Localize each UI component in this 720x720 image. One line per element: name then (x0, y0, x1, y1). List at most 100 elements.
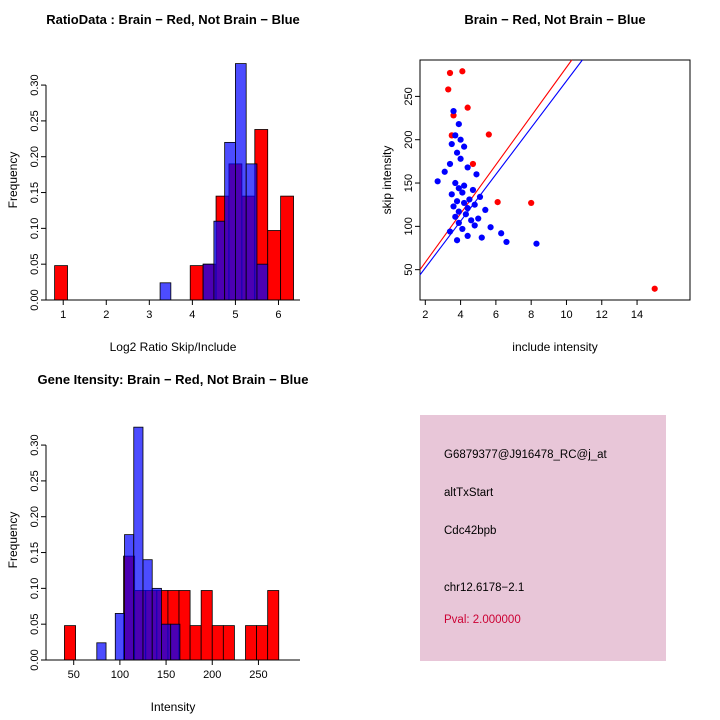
gene-info-panel: G6879377@J916478_RC@j_at altTxStart Cdc4… (360, 360, 720, 720)
scatter-point (446, 228, 454, 235)
intensity-scatter-xlabel: include intensity (512, 340, 598, 354)
scatter-point (453, 198, 461, 205)
scatter-point (482, 206, 489, 213)
hist-bar (124, 534, 135, 661)
gene-name-text: Cdc42bpb (444, 525, 497, 537)
hist-bar (96, 642, 107, 661)
ratio-histogram-plot: 1 2 3 4 5 6 0.00 0.05 0.10 0.15 0.20 0.25 0.30 (29, 63, 300, 321)
hist-bar (267, 590, 280, 661)
scatter-point (459, 68, 466, 75)
scatter-point (487, 224, 494, 231)
x-tick-label: 2 (422, 309, 428, 321)
scatter-point (455, 208, 462, 215)
scatter-point (446, 160, 454, 168)
scatter-point (466, 196, 473, 203)
x-tick-label: 200 (203, 669, 221, 681)
hist-bar (256, 263, 269, 301)
scatter-point (464, 164, 471, 171)
scatter-point (464, 205, 471, 212)
hist-bar (189, 625, 202, 661)
scatter-point (459, 225, 466, 233)
hist-bar (245, 625, 257, 661)
x-tick-label: 250 (249, 669, 267, 681)
scatter-point (455, 219, 462, 226)
scatter-point (448, 191, 455, 198)
ratio-histogram-title: RatioData : Brain − Red, Not Brain − Blu… (46, 12, 300, 27)
x-tick-label: 8 (528, 309, 534, 321)
y-tick-label: 250 (403, 87, 415, 105)
x-tick-label: 4 (458, 309, 464, 321)
gene-intensity-histogram-plot: 50 100 150 200 250 0.00 0.05 0.10 0.15 0.20 0.25 0.… (29, 426, 300, 681)
scatter-point (457, 136, 464, 143)
intensity-scatter-title: Brain − Red, Not Brain − Blue (464, 12, 646, 27)
scatter-point (651, 285, 658, 292)
x-tick-label: 3 (146, 309, 152, 321)
scatter-point (461, 143, 468, 150)
scatter-point (448, 140, 455, 148)
scatter-point (450, 203, 457, 210)
scatter-point (434, 178, 441, 185)
x-tick-label: 6 (275, 309, 281, 321)
scatter-point (462, 211, 469, 218)
y-tick-label: 0.20 (29, 146, 41, 167)
x-tick-label: 1 (60, 309, 66, 321)
locus-text: chr12.6178−2.1 (444, 582, 525, 594)
hist-bar (280, 195, 294, 301)
regression-line (419, 59, 583, 276)
hist-bar (64, 625, 76, 661)
scatter-point (459, 189, 466, 196)
intensity-scatter-panel: Brain − Red, Not Brain − Blue 2 4 6 8 10 12 14… (360, 0, 720, 360)
hist-bar (161, 623, 172, 661)
scatter-point (469, 186, 477, 194)
gene-intensity-histogram-xlabel: Intensity (150, 700, 196, 714)
y-tick-label: 0.25 (29, 110, 41, 131)
scatter-point (450, 108, 457, 115)
scatter-point (494, 198, 501, 206)
scatter-point (445, 86, 452, 93)
intensity-scatter-ylabel: skip intensity (380, 145, 394, 215)
x-tick-label: 50 (68, 669, 80, 681)
scatter-point (452, 132, 459, 139)
scatter-point (528, 199, 535, 207)
scatter-point (498, 230, 505, 237)
x-tick-label: 14 (631, 309, 643, 321)
x-tick-label: 6 (493, 309, 499, 321)
hist-bar (222, 625, 235, 661)
scatter-point (475, 215, 482, 222)
hist-bar (200, 590, 213, 661)
scatter-point (461, 182, 468, 189)
plot-frame (419, 59, 691, 301)
y-tick-label: 200 (403, 131, 415, 149)
y-tick-label: 0.00 (29, 289, 41, 310)
hist-bar (202, 263, 215, 301)
hist-bar (235, 63, 247, 301)
x-tick-label: 150 (157, 669, 175, 681)
ratio-histogram-ylabel: Frequency (6, 151, 20, 209)
hist-bar (245, 163, 258, 301)
y-tick-label: 0.05 (29, 253, 41, 274)
x-tick-label: 10 (560, 309, 572, 321)
hist-bar (133, 426, 144, 661)
y-tick-label: 0.10 (29, 218, 41, 239)
hist-bar (151, 587, 162, 661)
y-tick-label: 0.30 (29, 74, 41, 95)
hist-bar (213, 220, 226, 301)
intensity-scatter-plot: 2 4 6 8 10 12 14 50 100 150 200 250 (403, 59, 691, 321)
scatter-point (455, 185, 462, 192)
hist-bar (267, 230, 282, 301)
scatter-point (468, 217, 475, 224)
scatter-point (471, 222, 478, 229)
x-tick-label: 100 (111, 669, 129, 681)
gene-intensity-histogram-panel: Gene Itensity: Brain − Red, Not Brain − … (0, 360, 360, 720)
scatter-point (473, 171, 480, 178)
y-tick-label: 0.05 (29, 613, 41, 634)
scatter-point (533, 240, 540, 247)
y-tick-label: 0.30 (29, 434, 41, 455)
hist-bar (54, 265, 68, 301)
gene-intensity-histogram-title: Gene Itensity: Brain − Red, Not Brain − … (37, 372, 309, 387)
scatter-point (485, 131, 492, 138)
hist-bar (256, 625, 269, 661)
scatter-point (453, 149, 461, 156)
x-tick-label: 2 (103, 309, 109, 321)
